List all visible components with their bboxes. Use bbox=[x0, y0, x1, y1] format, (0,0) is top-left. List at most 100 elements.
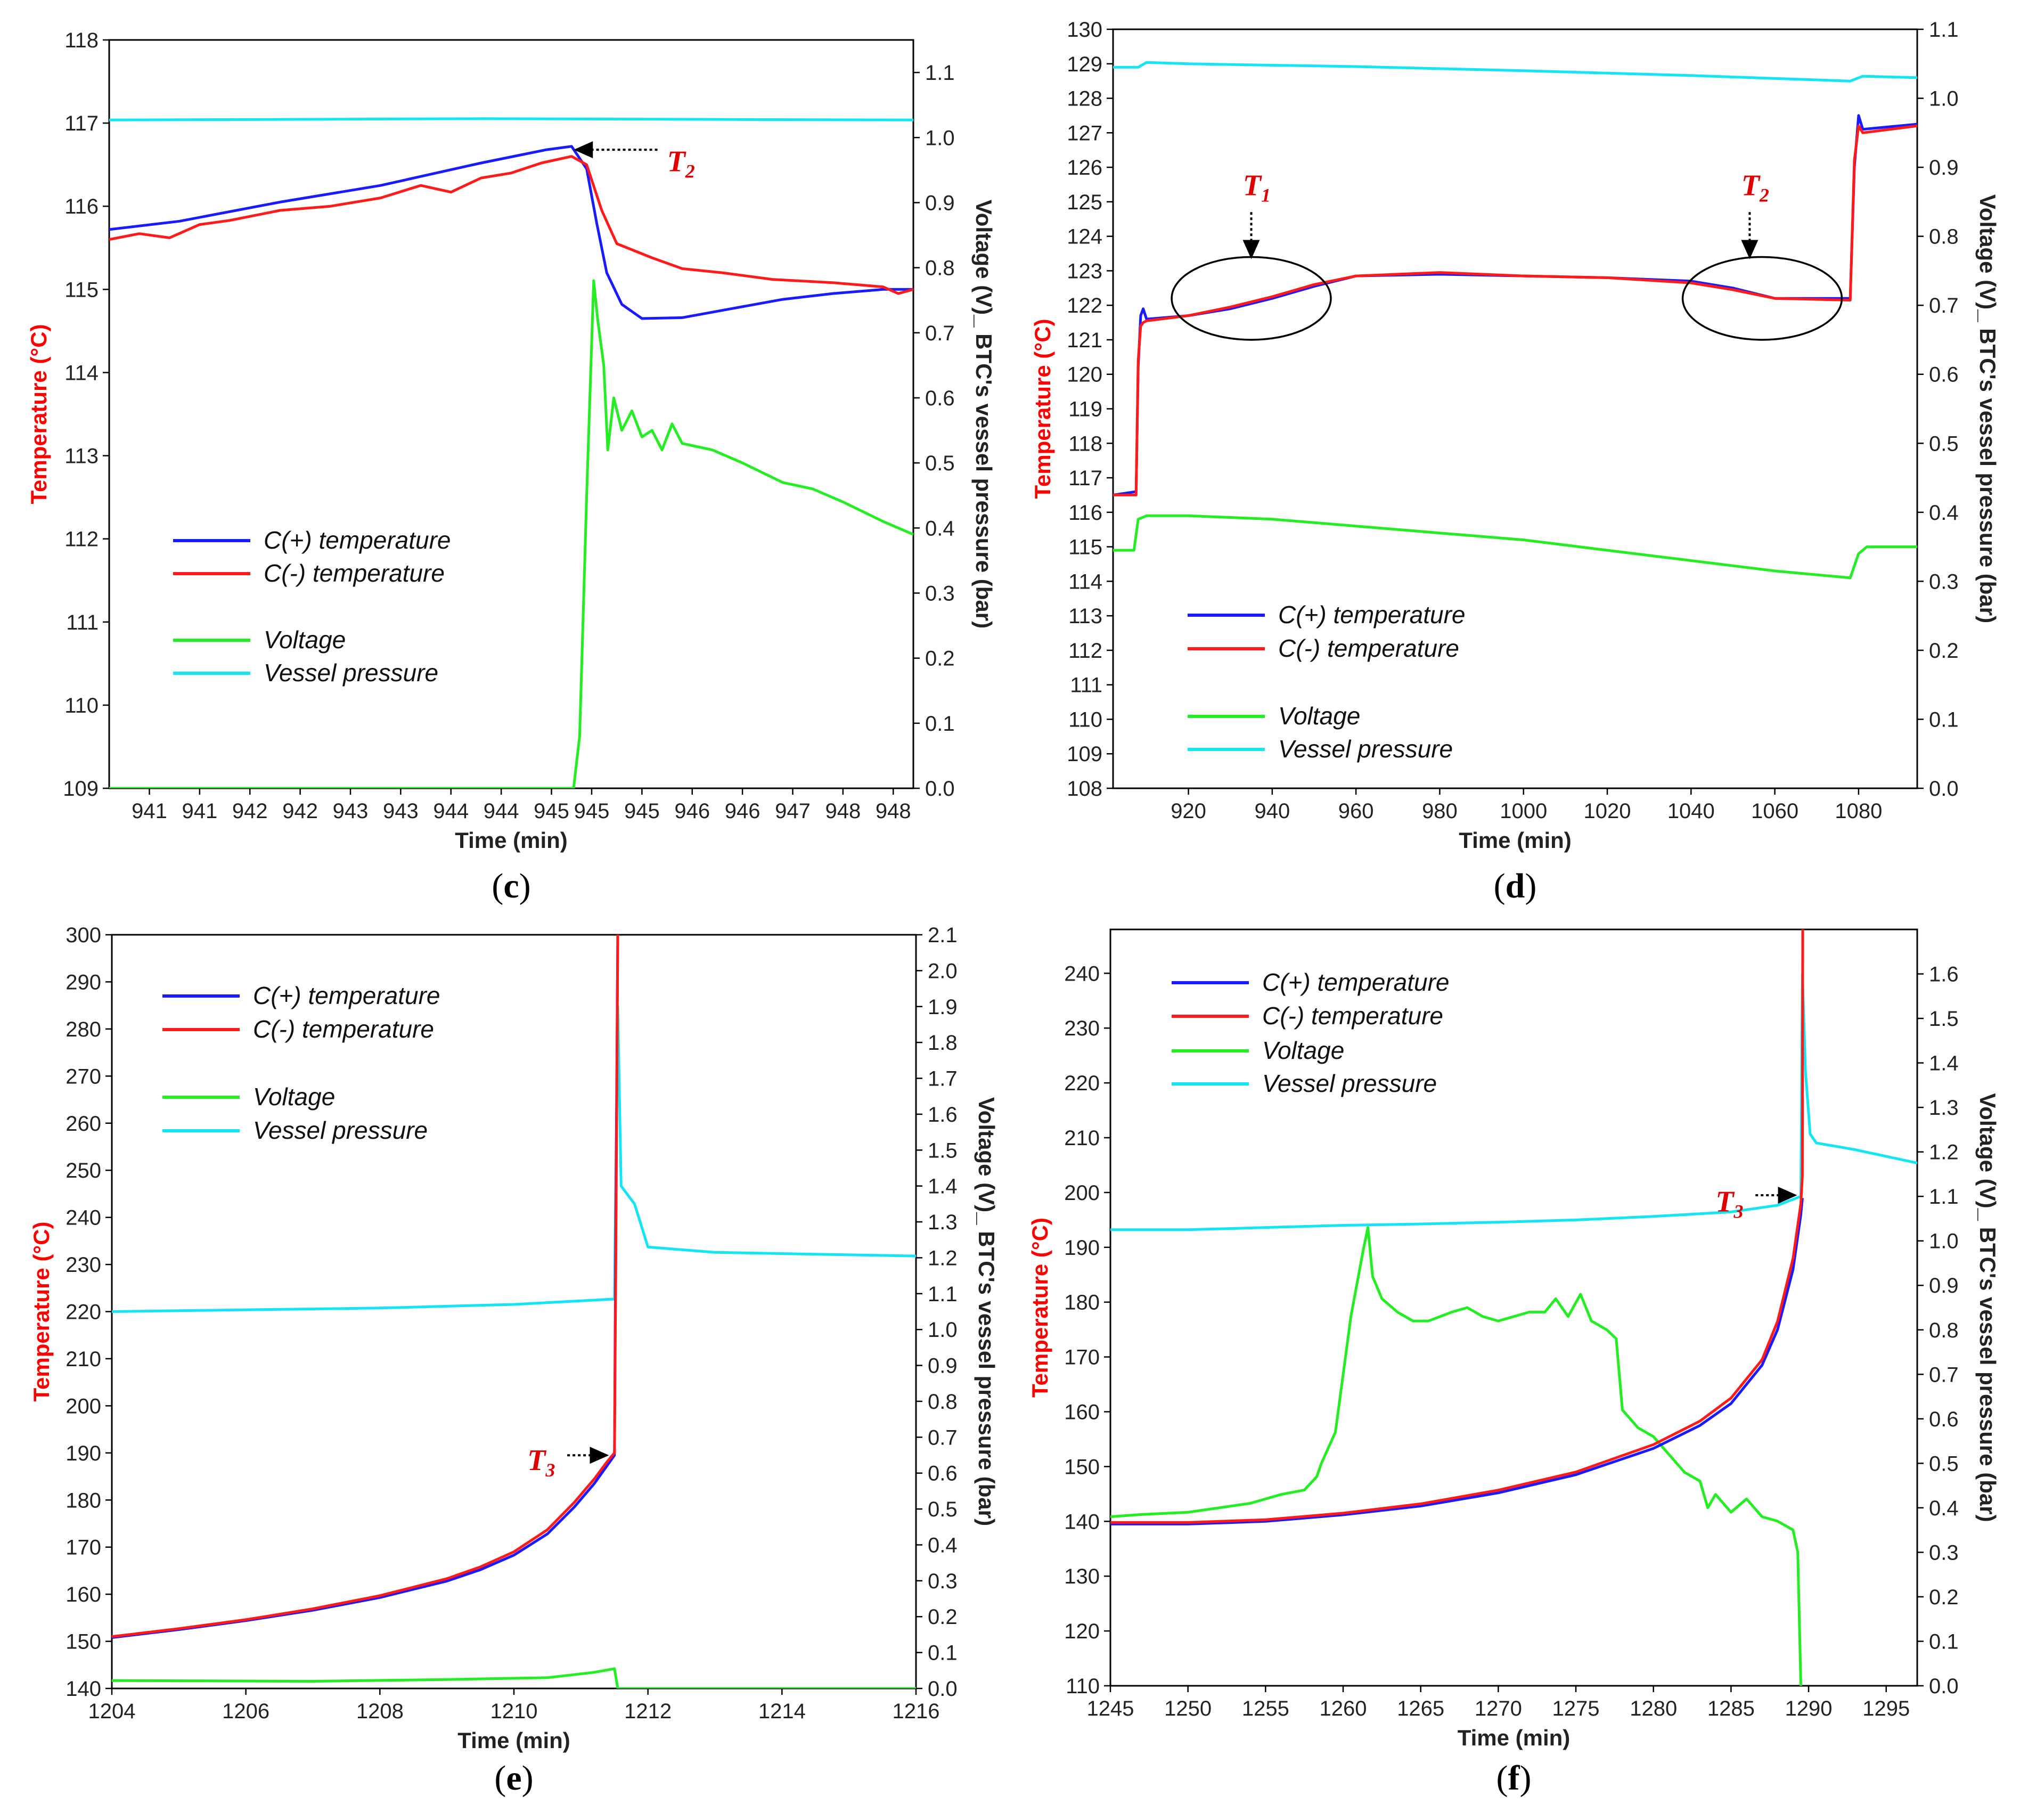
y-tick-label: 122 bbox=[1067, 294, 1102, 317]
x-tick-label: 945 bbox=[534, 799, 569, 823]
y-tick-label: 120 bbox=[1064, 1620, 1100, 1643]
y2-tick-label: 0.2 bbox=[925, 647, 955, 671]
annotation-main: T bbox=[527, 1444, 547, 1477]
series-group bbox=[1113, 61, 1917, 580]
legend: C(+) temperature C(-) temperature Voltage V… bbox=[173, 526, 451, 687]
chart-panel-c: 941 941 942 942 943 943 944 944 945 945 945 946 946 9… bbox=[26, 29, 996, 905]
legend-label: C(+) temperature bbox=[253, 982, 440, 1009]
series-line-voltage bbox=[1110, 1226, 1802, 1686]
y-tick-label: 109 bbox=[63, 777, 99, 801]
y2-tick-label: 0.9 bbox=[925, 191, 955, 215]
x-tick-label: 944 bbox=[433, 799, 469, 823]
x-tick-label: 1255 bbox=[1242, 1697, 1289, 1720]
y2-tick-label: 1.6 bbox=[928, 1103, 958, 1127]
y-tick-label: 112 bbox=[64, 528, 99, 551]
x-tick-label: 1060 bbox=[1751, 799, 1798, 823]
y2-tick-label: 0.8 bbox=[1929, 225, 1959, 249]
annotation-subscript: 3 bbox=[1733, 1201, 1743, 1222]
legend-label: Vessel pressure bbox=[1262, 1070, 1437, 1097]
annotation-label: T1 bbox=[1243, 169, 1271, 206]
y2-tick-label: 0.0 bbox=[1929, 1675, 1959, 1698]
y-axis-label: Temperature (°C) bbox=[1030, 319, 1055, 499]
series-line-c_plus bbox=[1110, 1197, 1804, 1525]
y2-tick-label: 0.6 bbox=[925, 387, 955, 410]
x-axis-label: Time (min) bbox=[1458, 1725, 1571, 1750]
y2-tick-label: 0.1 bbox=[928, 1642, 958, 1665]
legend-label: C(+) temperature bbox=[1262, 968, 1450, 996]
x-tick-label: 980 bbox=[1422, 799, 1458, 823]
series-line-pressure bbox=[1113, 61, 1917, 83]
y-tick-label: 123 bbox=[1067, 259, 1102, 283]
y-tick-label: 220 bbox=[1064, 1072, 1100, 1095]
x-tick-label: 1260 bbox=[1320, 1697, 1367, 1720]
y2-tick-label: 1.4 bbox=[928, 1175, 958, 1198]
y-tick-label: 240 bbox=[66, 1206, 101, 1230]
x-tick-label: 1040 bbox=[1667, 799, 1715, 823]
y2-tick-label: 0.7 bbox=[1929, 294, 1959, 317]
y-tick-label: 200 bbox=[66, 1394, 101, 1418]
plot-frame bbox=[1109, 928, 1918, 1687]
annotation-label: T3 bbox=[1715, 1185, 1743, 1222]
y2-tick-label: 0.5 bbox=[1929, 432, 1959, 455]
x-tick-label: 948 bbox=[825, 799, 861, 823]
y-tick-label: 111 bbox=[1070, 674, 1102, 697]
x-tick-label: 1210 bbox=[490, 1700, 538, 1723]
chart-panel-d: 920 940 960 980 1000 1020 1040 1060 108010810911… bbox=[1030, 18, 2000, 905]
y2-tick-label: 1.4 bbox=[1929, 1052, 1959, 1075]
annotation-main: T bbox=[1715, 1185, 1735, 1218]
x-tick-label: 945 bbox=[624, 799, 660, 823]
y2-tick-label: 1.2 bbox=[1929, 1141, 1959, 1164]
series-line-pressure bbox=[1110, 973, 1917, 1231]
panel-label-part: c bbox=[503, 867, 519, 905]
x-tick-label: 920 bbox=[1171, 799, 1206, 823]
y2-tick-label: 1.3 bbox=[928, 1211, 958, 1234]
y2-tick-label: 1.5 bbox=[928, 1139, 958, 1162]
y2-tick-label: 1.8 bbox=[928, 1031, 958, 1055]
y-tick-label: 113 bbox=[64, 445, 99, 468]
y2-tick-label: 0.2 bbox=[1929, 1586, 1959, 1609]
legend-label: Vessel pressure bbox=[264, 659, 438, 687]
y-tick-label: 110 bbox=[1066, 1675, 1100, 1698]
y-tick-label: 180 bbox=[66, 1489, 101, 1512]
x-tick-label: 1290 bbox=[1785, 1697, 1833, 1720]
y2-tick-label: 0.4 bbox=[928, 1533, 958, 1557]
y-tick-label: 140 bbox=[1064, 1510, 1100, 1533]
y-tick-label: 270 bbox=[66, 1065, 101, 1088]
y2-tick-label: 2.0 bbox=[928, 959, 958, 983]
y-tick-label: 115 bbox=[64, 278, 99, 301]
y-tick-label: 210 bbox=[66, 1348, 101, 1371]
y2-tick-label: 1.3 bbox=[1929, 1096, 1959, 1120]
annotation-label: T3 bbox=[527, 1444, 555, 1481]
y2-tick-label: 1.9 bbox=[928, 995, 958, 1019]
legend-label: C(-) temperature bbox=[1262, 1002, 1443, 1030]
x-tick-label: 946 bbox=[725, 799, 760, 823]
legend-label: Voltage bbox=[1262, 1036, 1344, 1064]
y-tick-label: 170 bbox=[1064, 1346, 1100, 1369]
y-tick-label: 120 bbox=[1067, 363, 1102, 387]
panel-label-part: ( bbox=[1496, 1759, 1508, 1798]
legend-label: C(-) temperature bbox=[253, 1015, 434, 1043]
y-tick-label: 230 bbox=[1064, 1017, 1100, 1040]
y2-tick-label: 1.6 bbox=[1929, 963, 1959, 986]
x-tick-label: 1295 bbox=[1862, 1697, 1910, 1720]
series-group bbox=[112, 935, 916, 1688]
panel-label-part: ) bbox=[1525, 867, 1536, 905]
y2-tick-label: 1.1 bbox=[925, 61, 955, 85]
y2-tick-label: 1.0 bbox=[928, 1318, 958, 1342]
y-tick-label: 128 bbox=[1067, 87, 1102, 111]
y2-tick-label: 0.1 bbox=[1929, 708, 1959, 731]
series-line-voltage bbox=[112, 1667, 916, 1688]
series-line-c_plus bbox=[109, 145, 913, 320]
x-tick-label: 947 bbox=[775, 799, 811, 823]
y-tick-label: 250 bbox=[66, 1159, 101, 1182]
x-tick-label: 1280 bbox=[1630, 1697, 1677, 1720]
x-tick-label: 1216 bbox=[893, 1700, 940, 1723]
y2-tick-label: 0.5 bbox=[925, 452, 955, 475]
x-tick-label: 1000 bbox=[1500, 799, 1547, 823]
y2-tick-label: 1.0 bbox=[1929, 1230, 1959, 1253]
y-tick-label: 115 bbox=[1068, 536, 1102, 559]
y-tick-label: 200 bbox=[1064, 1181, 1100, 1205]
x-tick-label: 948 bbox=[876, 799, 911, 823]
y2-tick-label: 0.3 bbox=[925, 582, 955, 605]
x-tick-label: 1285 bbox=[1707, 1697, 1755, 1720]
